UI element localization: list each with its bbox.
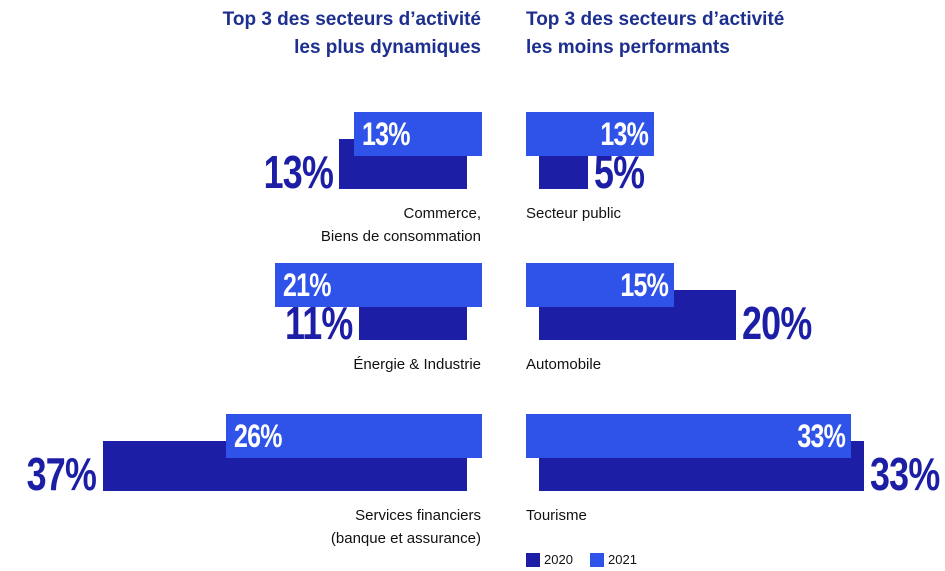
value-label: 13% — [361, 116, 410, 152]
chart-title: Top 3 des secteurs d’activité les moins … — [526, 9, 785, 58]
category-label: Tourisme — [526, 507, 587, 524]
legend-label: 2021 — [608, 552, 637, 567]
legend-swatch — [590, 553, 604, 567]
value-label: 5% — [594, 146, 645, 198]
bar — [353, 112, 482, 156]
bar — [275, 263, 482, 307]
value-label: 20% — [742, 297, 812, 349]
value-label: 21% — [283, 267, 331, 303]
value-label: 11% — [285, 297, 353, 349]
legend-swatch — [526, 553, 540, 567]
category-label: Commerce, Biens de consommation — [320, 205, 481, 245]
category-label: Secteur public — [526, 205, 622, 222]
value-label: 37% — [27, 448, 97, 500]
chart-title: Top 3 des secteurs d’activité les plus d… — [222, 9, 481, 58]
bar — [225, 414, 482, 458]
value-label: 33% — [870, 448, 940, 500]
category-label: Automobile — [526, 356, 602, 373]
value-label: 15% — [620, 267, 668, 303]
value-label: 13% — [600, 116, 649, 152]
bar — [526, 112, 655, 156]
category-label: Énergie & Industrie — [353, 356, 481, 373]
value-label: 33% — [797, 418, 846, 454]
value-label: 13% — [263, 146, 333, 198]
bar — [526, 263, 674, 307]
bar — [526, 414, 852, 458]
legend-label: 2020 — [544, 552, 573, 567]
value-label: 26% — [233, 418, 282, 454]
category-label: Services financiers (banque et assurance… — [330, 507, 481, 547]
